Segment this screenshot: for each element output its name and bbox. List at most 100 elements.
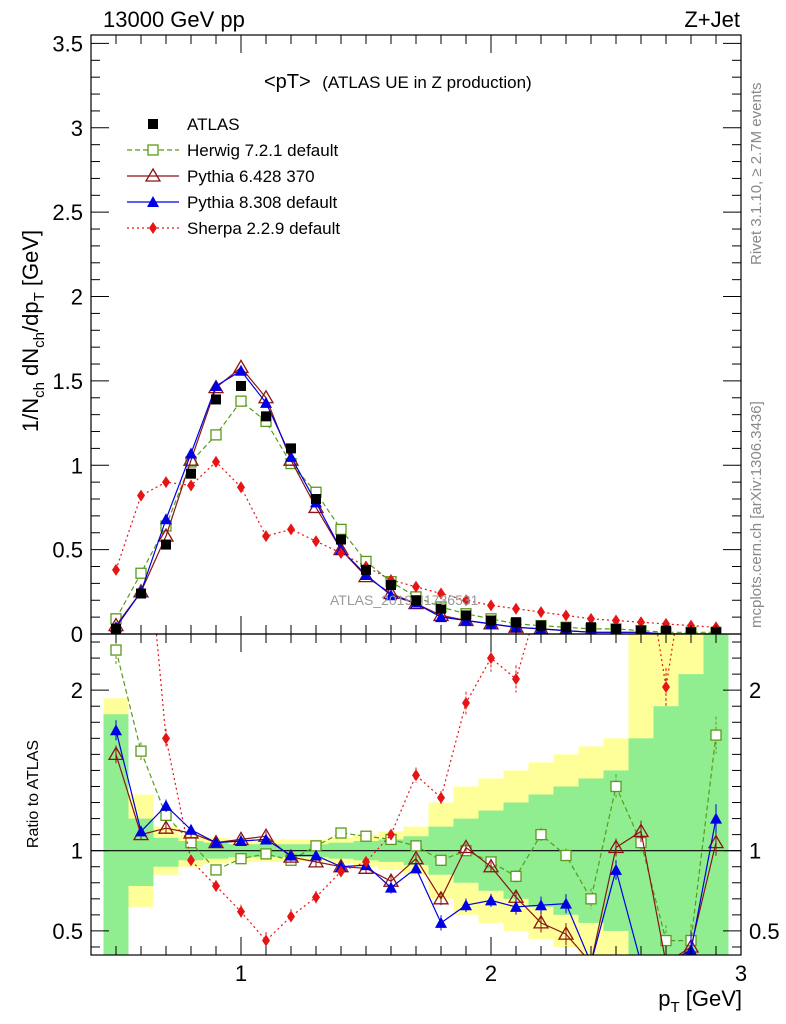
ratio-pythia6-point <box>307 853 325 868</box>
top-y-tick-label: 2 <box>71 285 83 310</box>
top-pythia8-point <box>385 589 397 601</box>
ratio-pythia6-point <box>607 839 625 854</box>
legend-herwig-label: Herwig 7.2.1 default <box>187 141 338 160</box>
ratio-pythia8-point <box>285 849 297 861</box>
top-sherpa-point <box>212 455 220 468</box>
side-text-mcplots: mcplots.cern.ch [arXiv:1306.3436] <box>748 401 765 628</box>
ratio-pythia8-point <box>310 849 322 861</box>
ratio-y-tick-label: 0.5 <box>52 919 83 944</box>
legend-pythia6-label: Pythia 6.428 370 <box>187 167 315 186</box>
top-sherpa-point <box>237 481 245 494</box>
top-sherpa-point <box>512 602 520 615</box>
ratio-pythia8-point <box>260 833 272 845</box>
top-sherpa-point <box>312 535 320 548</box>
ratio-sherpa-point <box>237 905 245 918</box>
ratio-y-tick-label-right: 2 <box>749 678 761 703</box>
top-herwig-point <box>135 567 147 579</box>
ratio-herwig-point <box>135 745 147 757</box>
top-title-suffix: (ATLAS UE in Z production) <box>322 73 531 92</box>
ratio-herwig-point <box>210 864 222 876</box>
legend-pythia6-marker <box>144 167 162 182</box>
ratio-sherpa-point <box>712 524 720 536</box>
ratio-pythia8-point <box>110 724 122 736</box>
legend-herwig-marker <box>147 144 159 156</box>
ratio-sherpa-point <box>412 769 420 782</box>
ratio-pythia6-point <box>557 925 575 940</box>
ratio-pythia6-point <box>632 823 650 838</box>
top-y-tick-label: 0.5 <box>52 538 83 563</box>
ratio-pythia6-point <box>482 858 500 873</box>
ratio-sherpa-point <box>662 680 670 693</box>
top-sherpa-point <box>612 614 620 627</box>
header-right: Z+Jet <box>684 7 740 32</box>
ratio-pythia8-point <box>460 899 472 911</box>
ratio-sherpa-point <box>287 910 295 923</box>
top-y-tick-label: 1.5 <box>52 369 83 394</box>
top-sherpa-point <box>262 530 270 543</box>
ratio-pythia8-point <box>710 812 722 824</box>
ratio-herwig-point <box>410 840 422 852</box>
ratio-pythia6-point <box>590 954 592 955</box>
top-sherpa-point <box>637 616 645 629</box>
top-atlas-point <box>211 394 221 405</box>
top-pythia8-point <box>210 379 222 391</box>
ratio-pythia8-point <box>485 894 497 906</box>
header-left: 13000 GeV pp <box>103 7 245 32</box>
top-title: <pT> (ATLAS UE in Z production) <box>264 71 532 93</box>
top-atlas-point <box>136 588 146 599</box>
top-sherpa-point <box>287 523 295 536</box>
ratio-herwig-point <box>260 848 272 860</box>
ratio-herwig-point <box>610 780 622 793</box>
legend-pythia8-marker <box>147 196 159 207</box>
top-pythia8-point <box>185 447 197 459</box>
ratio-herwig-point <box>435 854 447 866</box>
legend-atlas-label: ATLAS <box>187 115 240 134</box>
ratio-y-tick-label-right: 0.5 <box>749 919 780 944</box>
ratio-sherpa-point <box>562 564 570 576</box>
ratio-pythia8-point <box>235 835 247 847</box>
x-tick-label: 2 <box>485 961 497 986</box>
ratio-band-green <box>703 634 729 955</box>
legend-atlas-marker <box>148 119 158 129</box>
ratio-pythia8-point <box>660 957 672 968</box>
ratio-sherpa-point <box>162 732 170 745</box>
ratio-sherpa-point <box>262 934 270 947</box>
top-atlas-point <box>311 494 321 505</box>
ratio-band-green <box>678 674 704 955</box>
top-sherpa-point <box>562 609 570 622</box>
ratio-band-green <box>153 837 179 867</box>
top-atlas-point <box>336 534 346 545</box>
ratio-pythia6-point <box>157 819 175 834</box>
ratio-sherpa-point <box>312 891 320 904</box>
ratio-uncertainty-bands <box>103 634 729 955</box>
ratio-sherpa-point <box>687 524 695 536</box>
ratio-panel-data <box>91 524 741 968</box>
ratio-herwig-point <box>310 840 322 852</box>
ratio-sherpa-point <box>387 828 395 841</box>
top-atlas-point <box>361 564 371 575</box>
side-text-rivet: Rivet 3.1.10, ≥ 2.7M events <box>748 83 765 266</box>
top-atlas-point <box>286 443 296 454</box>
top-sherpa-point <box>162 476 170 489</box>
watermark-text: ATLAS_2019_I1736531 <box>330 592 479 608</box>
top-herwig-point <box>235 395 247 407</box>
ratio-sherpa-point <box>337 865 345 878</box>
ratio-band-green <box>653 706 679 955</box>
ratio-y-tick-label: 2 <box>71 678 83 703</box>
ratio-pythia8-point <box>610 863 622 875</box>
legend: ATLAS Herwig 7.2.1 default Pythia 6.428 37… <box>127 115 340 238</box>
ratio-pythia8-point <box>535 899 547 911</box>
ratio-herwig-point <box>235 853 247 865</box>
ratio-y-tick-label: 1 <box>71 839 83 864</box>
top-pythia8-point <box>260 396 272 408</box>
ratio-pythia6-point <box>707 834 725 849</box>
top-y-tick-label: 3 <box>71 116 83 141</box>
ratio-pythia8-point <box>435 916 447 928</box>
top-atlas-point <box>161 539 171 550</box>
ratio-pythia8-point <box>160 799 172 811</box>
ratio-herwig-point <box>710 729 722 741</box>
top-pythia6-point <box>182 451 200 466</box>
ratio-herwig-point <box>510 870 522 883</box>
legend-pythia8-label: Pythia 8.308 default <box>187 193 338 212</box>
ratio-pythia8-point <box>585 957 597 968</box>
